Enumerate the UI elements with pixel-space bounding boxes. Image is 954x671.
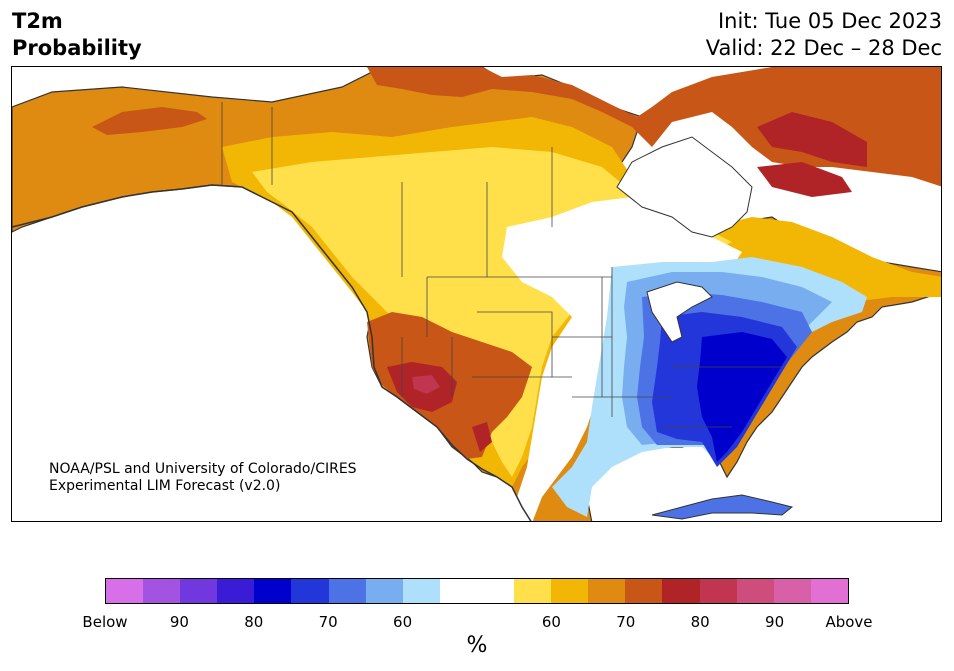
- colorbar-swatch: [328, 579, 366, 603]
- colorbar-swatch: [476, 579, 515, 603]
- colorbar-tick-label: 80: [244, 613, 264, 631]
- probability-map: [11, 66, 942, 522]
- colorbar-swatch: [551, 579, 589, 603]
- colorbar-swatch: [143, 579, 181, 603]
- hudson-bay: [616, 136, 753, 238]
- colorbar-tick-label: 70: [318, 613, 338, 631]
- colorbar-tick-label: 60: [393, 613, 413, 631]
- colorbar-swatch: [365, 579, 403, 603]
- colorbar-swatch: [625, 579, 663, 603]
- title-variable: T2m: [12, 9, 63, 33]
- credit-text: NOAA/PSL and University of Colorado/CIRE…: [49, 461, 357, 495]
- colorbar-swatch: [180, 579, 218, 603]
- colorbar-tick-label: Above: [825, 613, 873, 631]
- colorbar-swatch: [439, 579, 477, 603]
- colorbar-swatch: [662, 579, 700, 603]
- colorbar-swatch: [254, 579, 292, 603]
- colorbar-swatch: [106, 579, 144, 603]
- init-date: Init: Tue 05 Dec 2023: [717, 9, 942, 33]
- red-quebec: [757, 112, 867, 167]
- credit-line2: Experimental LIM Forecast (v2.0): [49, 478, 281, 494]
- credit-line1: NOAA/PSL and University of Colorado/CIRE…: [49, 461, 357, 477]
- dark-orange-alaska: [92, 107, 207, 135]
- colorbar-swatch: [402, 579, 440, 603]
- forecast-dates: Init: Tue 05 Dec 2023 Valid: 22 Dec – 28…: [706, 8, 942, 62]
- colorbar-swatch: [514, 579, 552, 603]
- units-label: %: [466, 633, 488, 658]
- borders: [221, 102, 782, 428]
- blue-darkest: [697, 332, 787, 462]
- colorbar-tick-label: 70: [616, 613, 636, 631]
- colorbar: [105, 578, 849, 604]
- colorbar-tick-label: 90: [169, 613, 189, 631]
- coastline: [12, 184, 532, 521]
- map-svg: [12, 67, 941, 521]
- colorbar-tick-label: 90: [765, 613, 785, 631]
- colorbar-swatch: [291, 579, 329, 603]
- colorbar-swatch: [810, 579, 848, 603]
- sw-pink: [412, 375, 440, 394]
- sw-red-small: [472, 422, 492, 452]
- great-lakes: [646, 281, 713, 343]
- colorbar-swatch: [773, 579, 811, 603]
- colorbar-swatch: [699, 579, 737, 603]
- cuba: [651, 494, 794, 520]
- red-labrador: [757, 162, 852, 197]
- dark-orange-north: [367, 67, 941, 187]
- colorbar-swatch: [217, 579, 255, 603]
- map-title: T2m Probability: [12, 8, 142, 62]
- colorbar-swatch: [588, 579, 626, 603]
- colorbar-tick-label: 60: [541, 613, 561, 631]
- colorbar-tick-label: 80: [690, 613, 710, 631]
- colorbar-swatch: [736, 579, 774, 603]
- colorbar-tick-label: Below: [82, 613, 128, 631]
- valid-range: Valid: 22 Dec – 28 Dec: [705, 36, 942, 60]
- title-type: Probability: [12, 36, 142, 60]
